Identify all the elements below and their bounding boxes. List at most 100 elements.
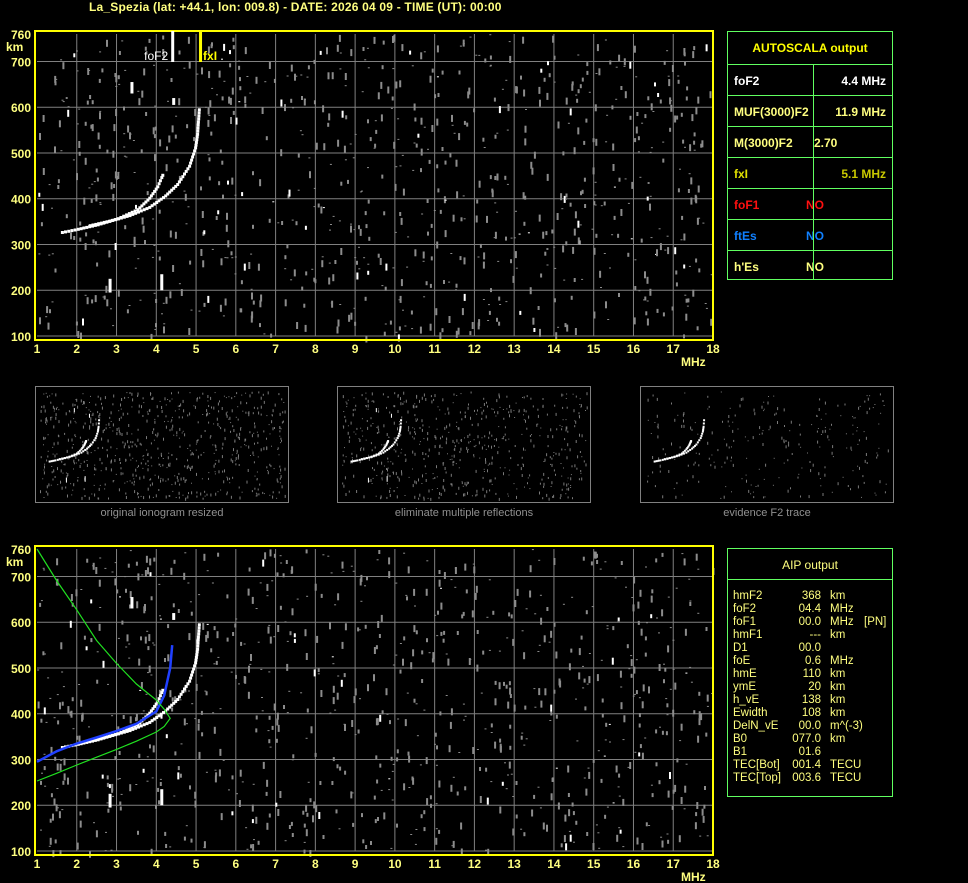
noise-echo <box>357 627 360 632</box>
thumbnail-noise <box>481 437 483 439</box>
y-tick-label: 100 <box>11 845 31 859</box>
noise-echo <box>202 622 205 630</box>
aip-value: 368 <box>801 590 821 602</box>
thumbnail-noise <box>46 395 48 398</box>
noise-echo <box>678 835 681 843</box>
thumbnail-trace-point <box>382 448 385 451</box>
noise-echo <box>642 684 645 692</box>
thumbnail-noise <box>419 441 421 443</box>
thumbnail-noise <box>164 421 165 423</box>
noise-echo <box>475 585 478 593</box>
thumbnail-noise <box>251 391 253 394</box>
thumbnail-noise <box>386 468 387 470</box>
noise-echo <box>320 690 323 697</box>
noise-echo <box>138 658 141 666</box>
thumbnail-noise <box>413 437 415 440</box>
noise-echo <box>402 658 404 666</box>
thumbnail-noise <box>283 402 285 403</box>
thumbnail-noise <box>229 482 231 484</box>
thumbnail-noise <box>279 472 281 474</box>
noise-echo <box>415 703 418 705</box>
noise-echo <box>594 204 597 206</box>
thumbnail-noise <box>240 446 242 448</box>
thumbnail-noise <box>866 462 868 464</box>
noise-echo <box>505 301 508 303</box>
noise-echo <box>125 156 128 158</box>
noise-echo <box>42 168 45 175</box>
noise-echo <box>543 77 546 82</box>
thumbnail-noise <box>157 447 159 450</box>
noise-echo <box>628 668 631 670</box>
thumbnail-noise <box>484 444 486 446</box>
noise-echo <box>425 588 428 596</box>
thumbnail-noise <box>167 399 169 400</box>
aip-synthetic-trace <box>36 644 174 763</box>
thumbnail-noise <box>272 409 274 413</box>
noise-echo <box>375 718 378 726</box>
thumbnail-noise <box>239 432 241 436</box>
aip-value: --- <box>809 629 822 641</box>
thumbnail-noise <box>526 427 528 430</box>
thumbnail-noise <box>359 439 361 442</box>
noise-echo <box>534 613 537 615</box>
thumbnail-noise <box>129 480 131 482</box>
noise-echo <box>593 311 596 319</box>
thumbnail-noise <box>507 493 509 495</box>
thumbnail-noise <box>132 398 134 402</box>
thumbnail-noise <box>387 467 389 469</box>
aip-row: foE 0.6 MHz <box>733 655 891 668</box>
noise-echo <box>702 222 705 224</box>
noise-echo <box>648 686 650 694</box>
noise-echo <box>463 293 466 301</box>
thumbnail-noise <box>353 474 355 478</box>
noise-echo <box>686 305 689 307</box>
thumbnail-trace-point <box>365 457 368 460</box>
thumbnail-noise <box>579 433 580 437</box>
thumbnail-noise <box>438 496 440 499</box>
noise-echo <box>219 708 222 710</box>
thumbnail-noise <box>395 437 397 440</box>
thumbnail-noise <box>874 492 876 494</box>
aip-output-table: AIP output hmF2 368 km foF2 04.4 MHz foF1 00.0 M… <box>727 548 893 797</box>
noise-echo <box>674 784 677 792</box>
noise-echo <box>641 701 644 709</box>
thumbnail-noise <box>416 395 418 399</box>
thumbnail-noise <box>68 410 70 413</box>
noise-echo <box>534 706 537 708</box>
thumbnail-noise <box>147 412 149 415</box>
noise-echo <box>460 848 463 856</box>
noise-echo <box>442 638 445 643</box>
noise-echo <box>438 570 441 574</box>
thumbnail-noise <box>864 400 866 403</box>
thumbnail-noise <box>453 454 455 458</box>
noise-echo <box>630 238 633 240</box>
noise-echo <box>137 258 140 260</box>
noise-echo <box>165 844 168 848</box>
noise-echo <box>616 834 619 842</box>
noise-echo <box>557 326 560 328</box>
thumbnail-noise <box>412 484 414 488</box>
noise-echo <box>284 840 287 842</box>
aip-row: TEC[Bot] 001.4 TECU <box>733 759 891 772</box>
noise-echo <box>393 34 396 42</box>
thumbnail-noise <box>559 424 561 426</box>
noise-echo <box>385 263 388 271</box>
noise-echo <box>597 832 600 834</box>
thumbnail-noise <box>447 407 449 411</box>
thumbnail-noise <box>97 411 99 414</box>
thumbnail-noise <box>248 411 250 415</box>
noise-echo <box>521 630 524 632</box>
thumbnail-noise <box>553 494 555 498</box>
thumbnail-noise <box>492 408 494 410</box>
noise-echo <box>641 122 644 124</box>
thumbnail-noise <box>260 448 262 452</box>
thumbnail-noise <box>501 438 503 440</box>
thumbnail-noise <box>421 396 423 400</box>
noise-echo <box>683 233 686 241</box>
thumbnail-noise <box>566 393 568 395</box>
noise-echo <box>67 109 70 117</box>
echo-trace-point <box>157 697 161 701</box>
thumbnail-noise <box>371 400 373 402</box>
noise-echo <box>94 241 97 246</box>
thumbnail-noise <box>115 473 117 475</box>
